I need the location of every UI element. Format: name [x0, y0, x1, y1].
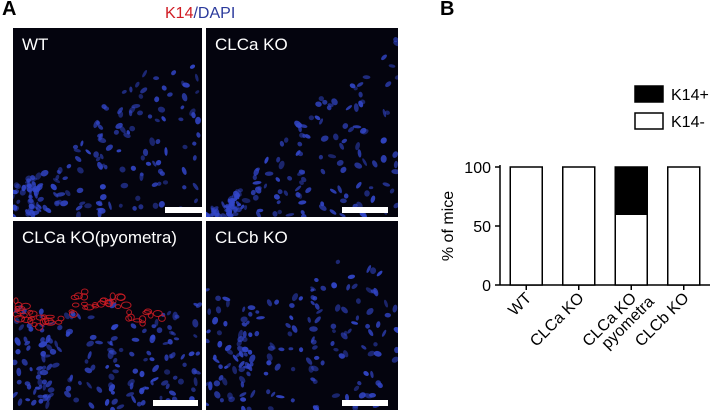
wt-nuclei-image — [13, 64, 201, 217]
x-tick-label: CLCa KO — [527, 290, 587, 350]
panel-a-label: A — [2, 0, 17, 20]
title-separator: / — [193, 5, 198, 22]
y-tick-label: 50 — [473, 219, 491, 236]
y-tick-label: 100 — [464, 160, 491, 177]
micrograph-label-clca-ko: CLCa KO — [215, 35, 288, 54]
micrograph-label-clcb-ko: CLCb KO — [215, 228, 288, 247]
y-tick-label: 0 — [482, 278, 491, 295]
micrograph-label-clca-ko-pyometra: CLCa KO(pyometra) — [22, 228, 177, 247]
clca-ko-pyometra-nuclei-image — [13, 288, 202, 410]
legend-swatch — [634, 112, 664, 130]
legend-label: K14+ — [671, 87, 709, 104]
bar-k14-1 — [562, 166, 596, 286]
x-tick-label: CLCa KOpyometra — [580, 283, 658, 361]
micrograph-wt: WT — [13, 28, 202, 217]
micrograph-label-wt: WT — [22, 35, 49, 54]
legend-swatch — [634, 85, 664, 103]
bar-k14-2 — [614, 166, 648, 215]
scale-bar — [342, 207, 388, 213]
micrograph-clcb-ko: CLCb KO — [206, 221, 398, 410]
micrograph-clca-ko-pyometra: CLCa KO(pyometra) — [13, 221, 202, 410]
scale-bar — [342, 400, 388, 406]
k14-stain-label: K14 — [165, 5, 194, 22]
scale-bar — [153, 400, 198, 406]
bar-k14-3 — [667, 166, 701, 286]
stain-title: K14/DAPI — [165, 5, 235, 23]
x-tick-label: WT — [505, 290, 535, 320]
bar-k14-2 — [614, 213, 648, 286]
legend-label: K14- — [671, 114, 705, 131]
panel-b-label: B — [440, 0, 455, 20]
micrograph-clca-ko: CLCa KO — [206, 28, 398, 217]
clcb-ko-nuclei-image — [206, 259, 398, 410]
bar-k14-0 — [509, 166, 543, 286]
y-axis-title: % of mice — [440, 191, 457, 261]
dapi-stain-label: DAPI — [197, 5, 236, 22]
clca-ko-nuclei-image — [206, 37, 398, 217]
scale-bar — [165, 207, 202, 213]
